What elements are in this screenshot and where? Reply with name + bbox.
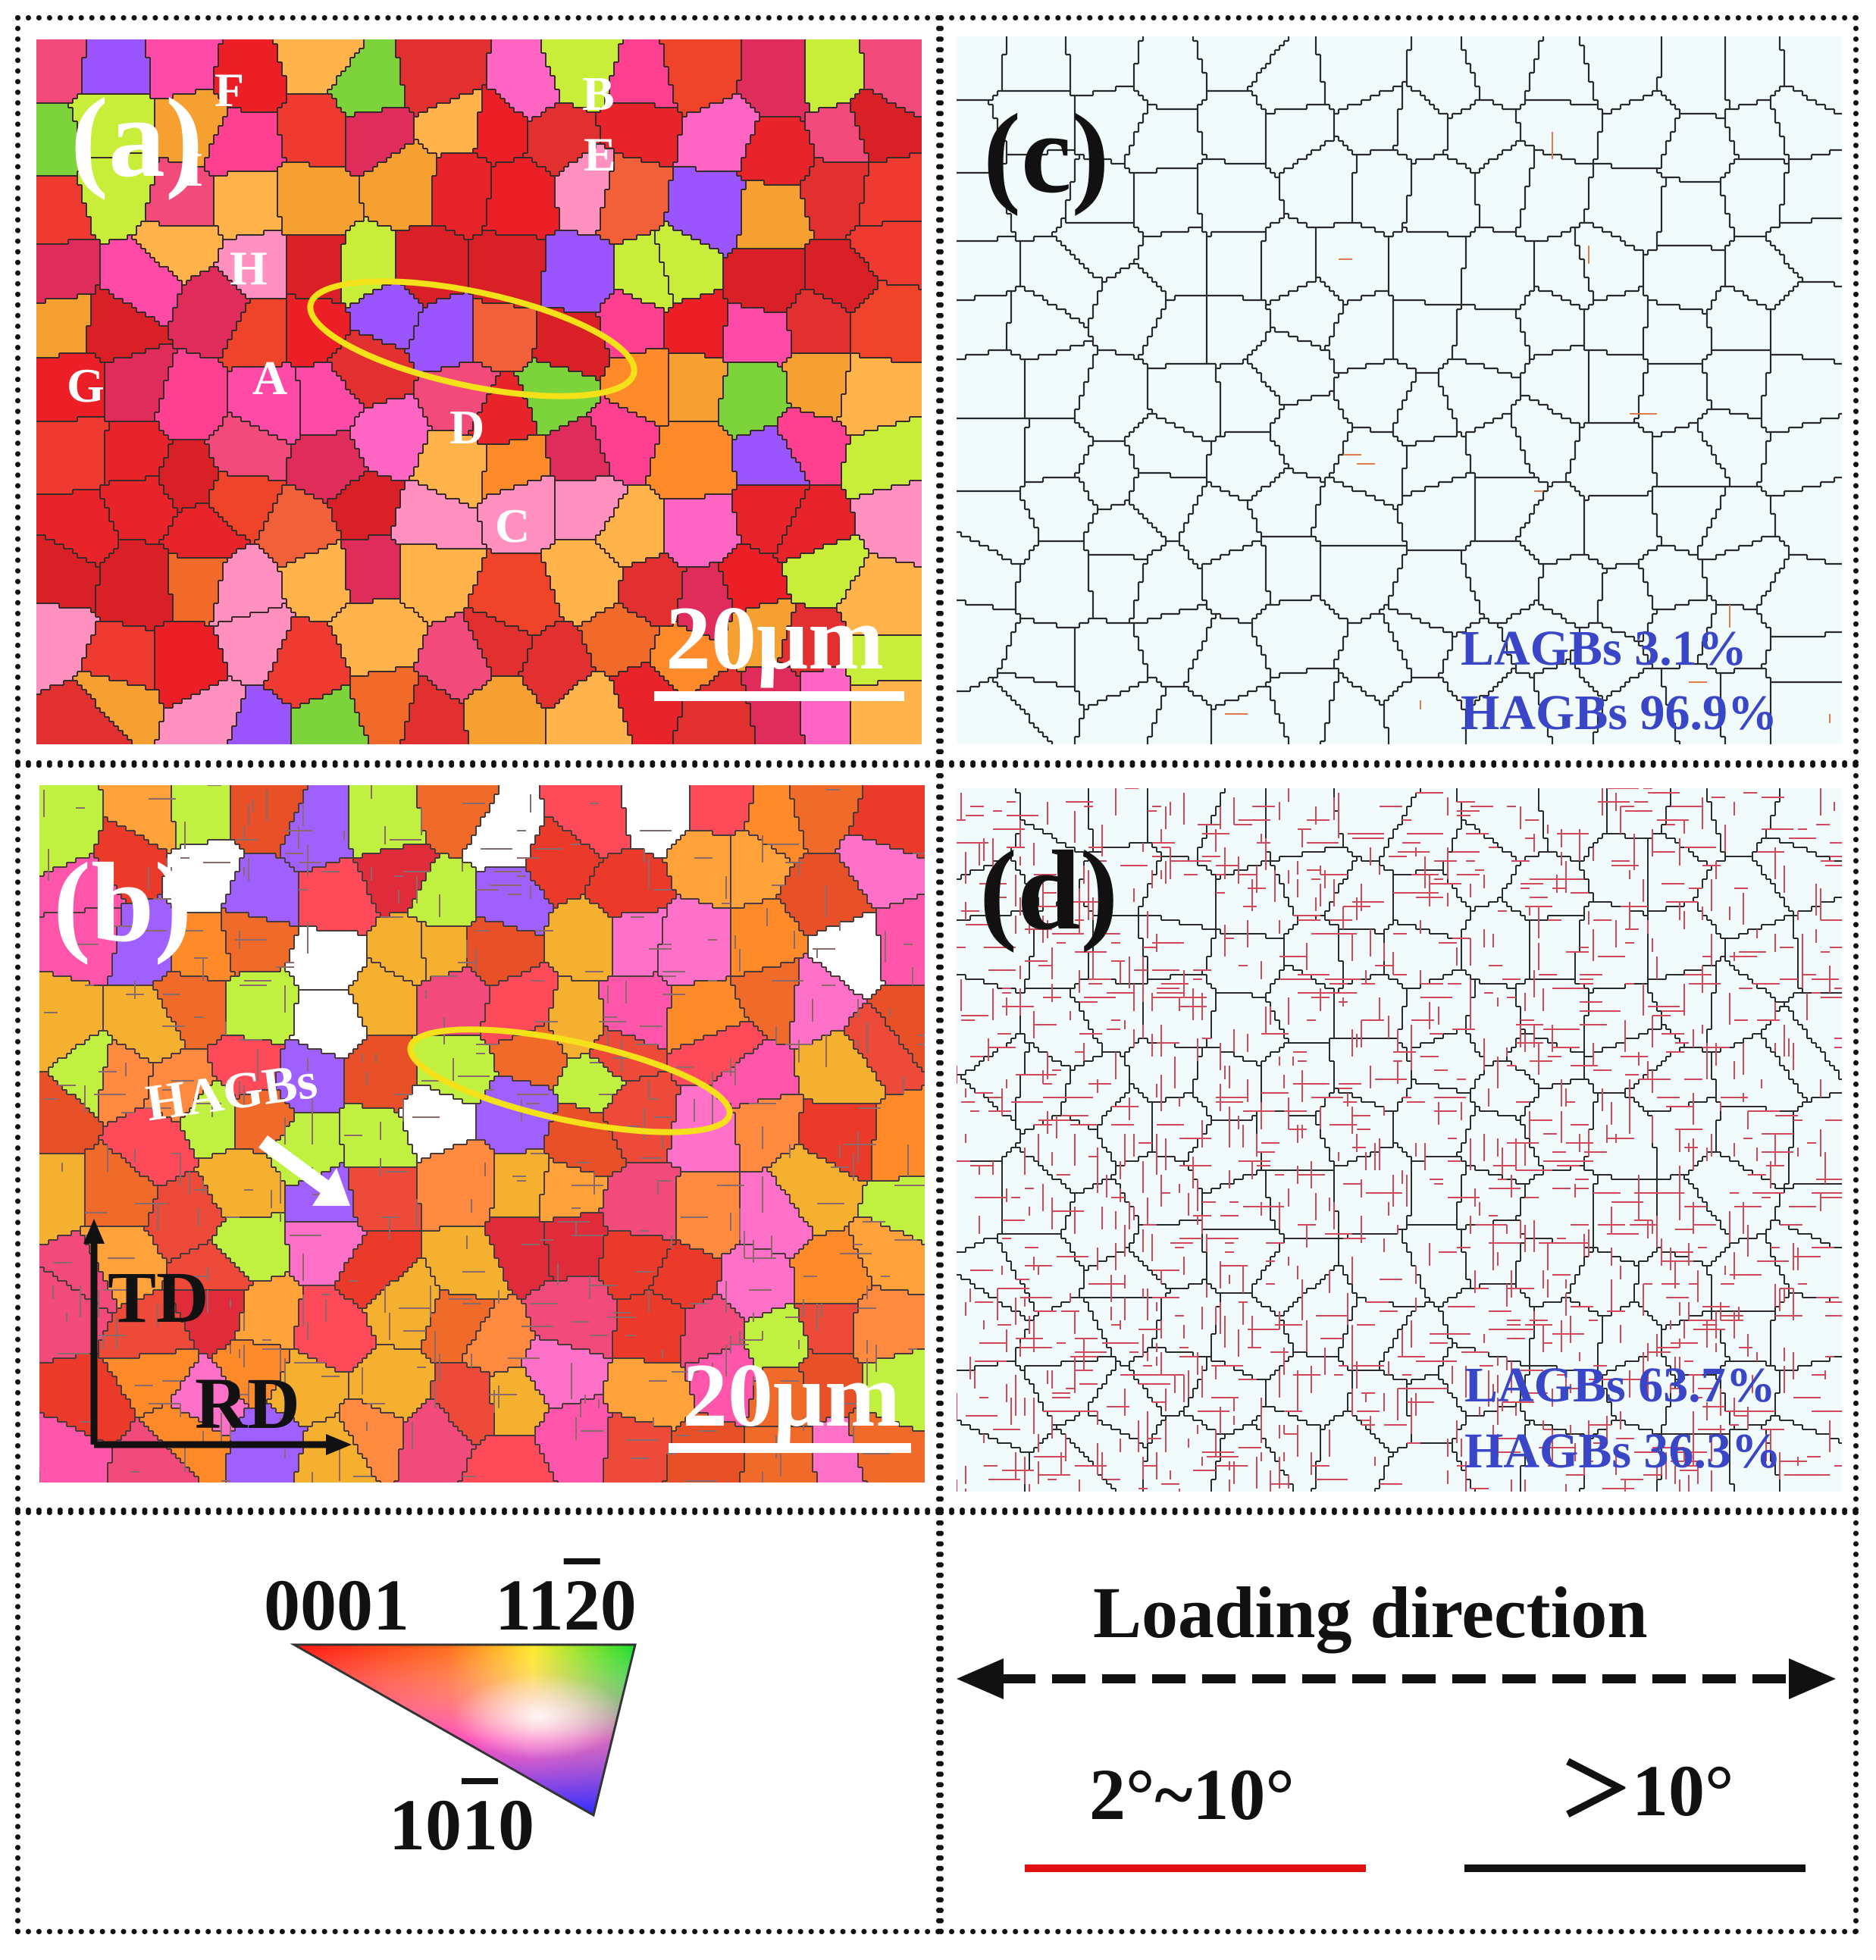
axis-td-label: TD: [108, 1255, 208, 1339]
ipf-triangle: [36, 1531, 922, 1925]
high-angle-label: ＞10°: [1559, 1755, 1733, 1827]
lagbs-stat-d: LAGBs 63.7%: [1464, 1360, 1776, 1411]
grain-label-h: H: [230, 244, 268, 293]
grain-label-b: B: [582, 70, 615, 118]
ipf-color-key: 0001 1120 1010: [36, 1531, 922, 1925]
grain-label-c: C: [495, 502, 530, 550]
grain-label-e: E: [584, 130, 616, 179]
panel-label-b: (b): [53, 846, 192, 960]
panel-label-c: (c): [983, 97, 1109, 211]
grain-label-a: A: [252, 354, 287, 402]
low-angle-label: 2°~10°: [1089, 1758, 1295, 1831]
boundary-map-d: (d) LAGBs 63.7% HAGBs 36.3%: [957, 788, 1842, 1492]
ipf-label-10-10-a: 10: [389, 1784, 462, 1865]
ipf-label-10-10-b: 0: [498, 1784, 534, 1865]
grain-label-f: F: [215, 66, 244, 114]
ipf-map-a: (a) A B C D E F G H I 20μm: [36, 39, 922, 744]
grain-label-d: D: [449, 403, 484, 452]
hagbs-stat-c: HAGBs 96.9%: [1461, 688, 1777, 738]
scale-bar-label-b: 20μm: [682, 1350, 900, 1441]
loading-legend: Loading direction 2°~10° ＞10°: [957, 1531, 1842, 1925]
low-angle-line: [1025, 1865, 1366, 1872]
panel-label-a: (a): [70, 81, 203, 195]
high-angle-line: [1464, 1865, 1806, 1872]
scale-bar-label-a: 20μm: [666, 593, 884, 684]
grain-label-i: I: [184, 146, 203, 194]
panel-label-d: (d): [979, 834, 1118, 947]
lagbs-stat-c: LAGBs 3.1%: [1461, 624, 1747, 674]
boundary-map-c: (c) LAGBs 3.1% HAGBs 96.9%: [957, 36, 1842, 744]
ipf-label-10-10: 1010: [389, 1789, 534, 1861]
hagbs-stat-d: HAGBs 36.3%: [1464, 1426, 1781, 1476]
axis-rd-label: RD: [195, 1361, 300, 1445]
scale-bar-a: [654, 691, 904, 701]
grain-label-g: G: [67, 362, 105, 410]
ipf-map-b: (b) HAGBs TD RD 20μm: [39, 785, 925, 1483]
scale-bar-b: [669, 1443, 911, 1453]
ipf-label-10-10-bar: 1: [462, 1784, 498, 1865]
